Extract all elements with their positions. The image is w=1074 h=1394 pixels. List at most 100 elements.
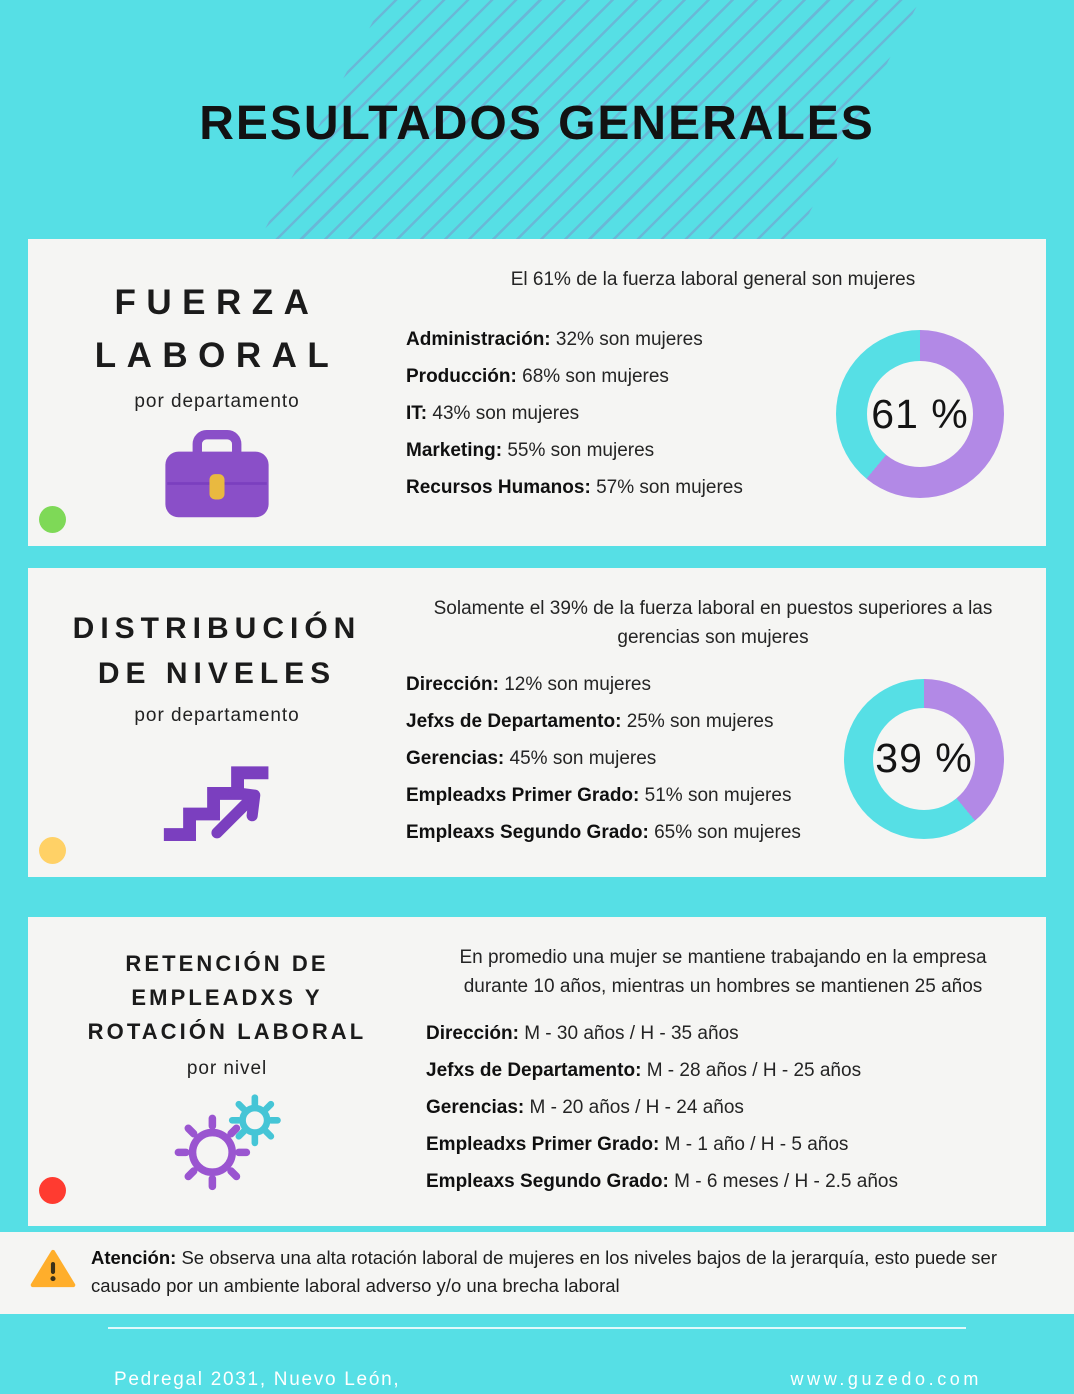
stat-value: 25% son mujeres bbox=[626, 710, 774, 732]
warning-message: Se observa una alta rotación laboral de … bbox=[91, 1246, 997, 1297]
donut-percent-label: 61 % bbox=[871, 390, 969, 437]
card-retencion-rotacion: RETENCIÓN DE EMPLEADXS Y ROTACIÓN LABORA… bbox=[28, 916, 1046, 1226]
card-title-line: RETENCIÓN DE bbox=[125, 950, 329, 976]
card-title: DISTRIBUCIÓN DE NIVELES bbox=[52, 606, 382, 696]
stat-label: Jefxs de Departamento: bbox=[406, 710, 622, 732]
warning-banner: Atención: Se observa una alta rotación l… bbox=[0, 1231, 1074, 1315]
stat-value: 57% son mujeres bbox=[596, 477, 743, 499]
card-title: FUERZA LABORAL bbox=[52, 277, 382, 382]
stat-label: Empleadxs Primer Grado: bbox=[406, 784, 640, 806]
card-content: En promedio una mujer se mantiene trabaj… bbox=[402, 939, 1020, 1208]
stat-label: Empleaxs Segundo Grado: bbox=[426, 1170, 669, 1192]
stat-label: Empleadxs Primer Grado: bbox=[426, 1133, 660, 1155]
stat-item: Dirección: M - 30 años / H - 35 años bbox=[426, 1023, 1020, 1045]
card-title-line: DE NIVELES bbox=[97, 657, 337, 690]
stat-list: Dirección: 12% son mujeres Jefxs de Depa… bbox=[406, 659, 832, 859]
footer-row: Pedregal 2031, Nuevo León, 81 1250 5850 … bbox=[114, 1369, 982, 1394]
stat-label: Gerencias: bbox=[426, 1096, 525, 1118]
yellow-dot-decoration bbox=[39, 836, 66, 864]
card-fuerza-laboral: FUERZA LABORAL por departamento El 61% d… bbox=[28, 239, 1046, 546]
page-title: RESULTADOS GENERALES bbox=[199, 97, 875, 150]
content-row: Administración: 32% son mujeres Producci… bbox=[406, 296, 1020, 528]
card-title-line: EMPLEADXS Y bbox=[131, 984, 323, 1010]
stat-item: Jefxs de Departamento: M - 28 años / H -… bbox=[426, 1060, 1020, 1082]
green-dot-decoration bbox=[39, 506, 66, 533]
card-title-line: DISTRIBUCIÓN bbox=[72, 612, 362, 645]
warning-triangle-icon bbox=[30, 1248, 76, 1289]
card-subtitle: por departamento bbox=[134, 391, 300, 412]
stat-value: 12% son mujeres bbox=[504, 673, 651, 695]
stat-item: Empleadxs Primer Grado: 51% son mujeres bbox=[406, 785, 832, 807]
warning-label: Atención: bbox=[91, 1246, 177, 1268]
card-title-line: FUERZA bbox=[114, 283, 320, 322]
stat-item: Administración: 32% son mujeres bbox=[406, 329, 824, 351]
stat-item: Gerencias: 45% son mujeres bbox=[406, 748, 832, 770]
stat-item: Dirección: 12% son mujeres bbox=[406, 674, 832, 696]
stat-label: Dirección: bbox=[426, 1022, 519, 1044]
card-title-line: LABORAL bbox=[94, 335, 340, 375]
card-left-column: DISTRIBUCIÓN DE NIVELES por departamento bbox=[52, 590, 382, 859]
stat-label: Empleaxs Segundo Grado: bbox=[406, 821, 649, 843]
stat-value: 51% son mujeres bbox=[644, 784, 792, 806]
card-intro: Solamente el 39% de la fuerza laboral en… bbox=[433, 598, 993, 649]
stat-value: M - 20 años / H - 24 años bbox=[529, 1096, 744, 1118]
card-subtitle: por departamento bbox=[134, 705, 300, 726]
card-left-column: FUERZA LABORAL por departamento bbox=[52, 261, 382, 528]
card-content: El 61% de la fuerza laboral general son … bbox=[382, 261, 1020, 528]
card-title: RETENCIÓN DE EMPLEADXS Y ROTACIÓN LABORA… bbox=[52, 947, 402, 1049]
gears-icon bbox=[52, 1090, 402, 1199]
footer: Pedregal 2031, Nuevo León, 81 1250 5850 … bbox=[0, 1327, 1074, 1394]
donut-chart-distribucion: 39 % bbox=[844, 678, 1004, 839]
warning-text: Atención: Se observa una alta rotación l… bbox=[91, 1244, 1040, 1301]
stat-item: Recursos Humanos: 57% son mujeres bbox=[406, 477, 824, 499]
card-distribucion-niveles: DISTRIBUCIÓN DE NIVELES por departamento… bbox=[28, 568, 1046, 877]
stat-value: M - 30 años / H - 35 años bbox=[524, 1022, 739, 1044]
content-row: Dirección: 12% son mujeres Jefxs de Depa… bbox=[406, 655, 1020, 859]
stat-label: Marketing: bbox=[406, 440, 503, 462]
stat-value: 68% son mujeres bbox=[522, 366, 669, 388]
stat-item: Jefxs de Departamento: 25% son mujeres bbox=[406, 711, 832, 733]
card-left-column: RETENCIÓN DE EMPLEADXS Y ROTACIÓN LABORA… bbox=[52, 939, 402, 1208]
stat-value: M - 6 meses / H - 2.5 años bbox=[674, 1170, 898, 1192]
card-intro: El 61% de la fuerza laboral general son … bbox=[510, 269, 916, 290]
stat-label: Administración: bbox=[406, 329, 551, 351]
stat-item: IT: 43% son mujeres bbox=[406, 403, 824, 425]
card-content: Solamente el 39% de la fuerza laboral en… bbox=[382, 590, 1020, 859]
stat-list: Dirección: M - 30 años / H - 35 años Jef… bbox=[426, 1008, 1020, 1208]
footer-contact-left: Pedregal 2031, Nuevo León, 81 1250 5850 … bbox=[114, 1369, 408, 1394]
card-title-line: ROTACIÓN LABORAL bbox=[87, 1019, 367, 1045]
stairs-growth-icon bbox=[52, 743, 382, 848]
stat-label: Jefxs de Departamento: bbox=[426, 1059, 642, 1081]
stat-value: 43% son mujeres bbox=[432, 403, 580, 425]
stat-item: Gerencias: M - 20 años / H - 24 años bbox=[426, 1097, 1020, 1119]
content-row: Dirección: M - 30 años / H - 35 años Jef… bbox=[426, 1004, 1020, 1208]
red-dot-decoration bbox=[39, 1176, 66, 1204]
stat-label: Dirección: bbox=[406, 673, 499, 695]
address-text: Pedregal 2031, Nuevo León, bbox=[114, 1369, 401, 1391]
stat-value: M - 28 años / H - 25 años bbox=[646, 1059, 862, 1081]
stat-value: 45% son mujeres bbox=[509, 747, 657, 769]
donut-chart-fuerza-laboral: 61 % bbox=[836, 330, 1004, 499]
stat-value: M - 1 año / H - 5 años bbox=[664, 1133, 849, 1155]
stat-item: Empleaxs Segundo Grado: 65% son mujeres bbox=[406, 822, 832, 844]
stat-list: Administración: 32% son mujeres Producci… bbox=[406, 314, 824, 514]
stat-label: Gerencias: bbox=[406, 747, 505, 769]
stat-value: 65% son mujeres bbox=[654, 821, 801, 843]
stat-value: 55% son mujeres bbox=[507, 440, 655, 462]
stat-item: Marketing: 55% son mujeres bbox=[406, 440, 824, 462]
stat-label: Producción: bbox=[406, 366, 517, 388]
stat-item: Empleadxs Primer Grado: M - 1 año / H - … bbox=[426, 1134, 1020, 1156]
donut-percent-label: 39 % bbox=[875, 735, 973, 782]
footer-divider bbox=[108, 1327, 966, 1330]
footer-contact-right: www.guzedo.com contacto@guzedo.com bbox=[729, 1369, 982, 1394]
card-subtitle: por nivel bbox=[186, 1058, 268, 1080]
stat-item: Empleaxs Segundo Grado: M - 6 meses / H … bbox=[426, 1171, 1020, 1193]
briefcase-icon bbox=[52, 429, 382, 528]
stat-item: Producción: 68% son mujeres bbox=[406, 366, 824, 388]
website-text: www.guzedo.com bbox=[790, 1369, 982, 1390]
stat-label: IT: bbox=[406, 403, 428, 425]
stat-label: Recursos Humanos: bbox=[406, 477, 591, 499]
stat-value: 32% son mujeres bbox=[555, 329, 703, 351]
card-intro: En promedio una mujer se mantiene trabaj… bbox=[459, 946, 987, 998]
